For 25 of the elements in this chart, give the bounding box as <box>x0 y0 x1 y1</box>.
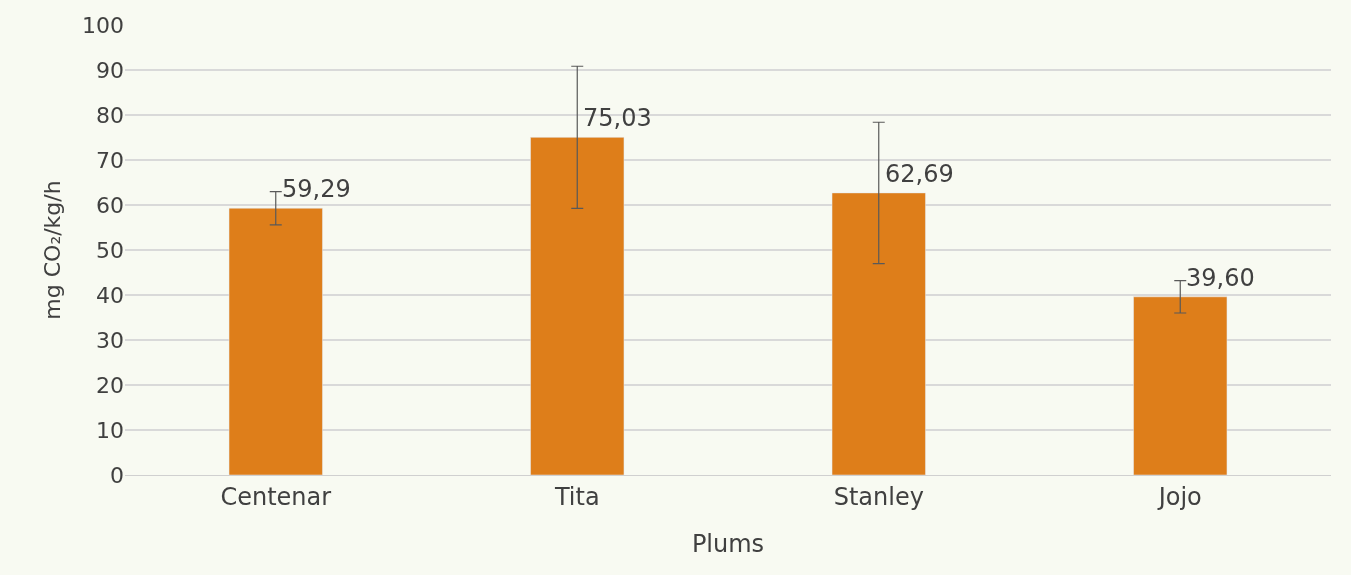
y-tick-label: 40 <box>96 282 124 308</box>
y-tick-label: 10 <box>96 417 124 443</box>
y-tick-label: 0 <box>110 462 124 488</box>
y-tick-label: 60 <box>96 192 124 218</box>
data-label: 62,69 <box>885 160 954 188</box>
y-tick-label: 70 <box>96 147 124 173</box>
y-tick-label: 100 <box>82 12 124 38</box>
bar <box>831 192 926 475</box>
y-tick-label: 50 <box>96 237 124 263</box>
bar <box>530 137 625 475</box>
x-tick-label: Stanley <box>833 482 924 511</box>
data-label: 39,60 <box>1186 264 1255 292</box>
x-tick-label: Tita <box>553 482 600 511</box>
y-tick-label: 30 <box>96 327 124 353</box>
y-tick-label: 80 <box>96 102 124 128</box>
y-axis-title: mg CO₂/kg/h <box>39 180 65 320</box>
bar <box>228 207 323 475</box>
x-tick-label: Jojo <box>1156 482 1202 511</box>
data-label: 59,29 <box>282 175 351 203</box>
x-axis-title: Plums <box>691 530 765 559</box>
y-tick-label: 20 <box>96 372 124 398</box>
y-tick-label: 90 <box>96 57 124 83</box>
data-label: 75,03 <box>583 104 652 132</box>
bar <box>1133 296 1228 475</box>
x-tick-label: Centenar <box>220 482 332 511</box>
